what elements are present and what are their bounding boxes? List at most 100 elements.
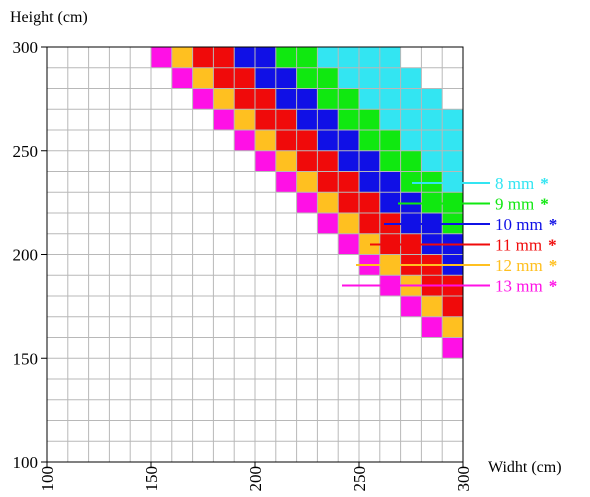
x-axis-title: Widht (cm) [488, 459, 562, 476]
y-tick-label: 200 [13, 246, 39, 265]
heatmap-cell [275, 88, 297, 110]
heatmap-cell [338, 67, 359, 89]
heatmap-cell [296, 192, 318, 213]
heatmap-cell [255, 88, 276, 110]
heatmap-cell [400, 67, 422, 89]
legend-entry-label: 9 mm [495, 195, 534, 214]
heatmap-cell [359, 192, 380, 213]
heatmap-cell [317, 213, 339, 234]
heatmap-cells [151, 47, 463, 359]
x-tick-label: 300 [454, 466, 473, 492]
heatmap-cell [379, 109, 401, 130]
heatmap-cell [359, 213, 380, 234]
heatmap-cell [400, 171, 422, 193]
legend-entry-marker: * [549, 215, 558, 234]
heatmap-cell [275, 150, 297, 172]
heatmap-cell [317, 130, 339, 151]
heatmap-cell [296, 150, 318, 172]
heatmap-cell [338, 109, 359, 130]
heatmap-cell [192, 47, 214, 68]
legend-entry-label: 13 mm [495, 277, 543, 296]
heatmap-cell [400, 130, 422, 151]
heatmap-cell [442, 109, 463, 130]
heatmap-cell [359, 130, 380, 151]
heatmap-cell [338, 130, 359, 151]
legend-entry-marker: * [549, 256, 558, 275]
heatmap-cell [275, 47, 297, 68]
legend-entry-marker: * [540, 195, 549, 214]
y-axis-title: Height (cm) [10, 9, 88, 26]
heatmap-cell [192, 67, 214, 89]
heatmap-cell [379, 88, 401, 110]
heatmap-cell [296, 47, 318, 68]
heatmap-cell [317, 47, 339, 68]
heatmap-cell [442, 150, 463, 172]
x-tick-label: 250 [350, 466, 369, 492]
heatmap-cell [359, 109, 380, 130]
heatmap-cell [296, 171, 318, 193]
heatmap-cell [338, 88, 359, 110]
heatmap-cell [317, 67, 339, 89]
heatmap-cell [359, 67, 380, 89]
legend-entry-label: 10 mm [495, 215, 543, 234]
heatmap-cell [442, 171, 463, 193]
heatmap-cell [317, 192, 339, 213]
heatmap-cell [213, 88, 235, 110]
heatmap-cell [213, 67, 235, 89]
y-tick-label: 100 [13, 453, 39, 472]
legend-entry-label: 12 mm [495, 256, 543, 275]
heatmap-cell [171, 47, 193, 68]
heatmap-cell [400, 150, 422, 172]
legend-entry-label: 11 mm [495, 236, 542, 255]
heatmap-cell [338, 150, 359, 172]
x-tick-label: 150 [142, 466, 161, 492]
heatmap-cell [421, 316, 443, 338]
heatmap-cell [317, 109, 339, 130]
heatmap-cell [421, 171, 443, 193]
legend: 8 mm *9 mm *10 mm *11 mm *12 mm *13 mm * [342, 174, 557, 296]
heatmap-cell [442, 316, 463, 338]
heatmap-cell [379, 47, 401, 68]
heatmap-cell [255, 130, 276, 151]
heatmap-cell [296, 130, 318, 151]
heatmap-cell [275, 109, 297, 130]
heatmap-cell [192, 88, 214, 110]
heatmap-cell [421, 150, 443, 172]
heatmap-cell [296, 88, 318, 110]
heatmap-cell [359, 171, 380, 193]
heatmap-cell [359, 233, 380, 255]
heatmap-cell [151, 47, 172, 68]
heatmap-cell [213, 47, 235, 68]
heatmap-cell [379, 130, 401, 151]
heatmap-cell [442, 130, 463, 151]
heatmap-cell [255, 67, 276, 89]
x-axis-ticks: 100 150 200 250 300 [38, 462, 473, 492]
heatmap-cell [338, 171, 359, 193]
heatmap-cell [379, 192, 401, 213]
heatmap-cell [379, 171, 401, 193]
x-tick-label: 100 [38, 466, 57, 492]
heatmap-cell [255, 150, 276, 172]
heatmap-cell [234, 88, 255, 110]
heatmap-cell [359, 150, 380, 172]
heatmap-cell [275, 171, 297, 193]
heatmap-cell [359, 88, 380, 110]
heatmap-cell [421, 296, 443, 317]
heatmap-cell [296, 67, 318, 89]
y-axis-ticks: 100 150 200 250 300 [13, 38, 47, 472]
heatmap-cell [213, 109, 235, 130]
y-tick-label: 250 [13, 142, 39, 161]
heatmap-cell [296, 109, 318, 130]
heatmap-cell [338, 213, 359, 234]
heatmap-cell [255, 47, 276, 68]
heatmap-cell [275, 130, 297, 151]
heatmap-cell [400, 109, 422, 130]
heatmap-cell [442, 296, 463, 317]
heatmap-cell [379, 150, 401, 172]
heatmap-cell [379, 67, 401, 89]
heatmap-cell [338, 47, 359, 68]
y-tick-label: 150 [13, 349, 39, 368]
heatmap-cell [317, 88, 339, 110]
grid-lines [46, 46, 464, 463]
